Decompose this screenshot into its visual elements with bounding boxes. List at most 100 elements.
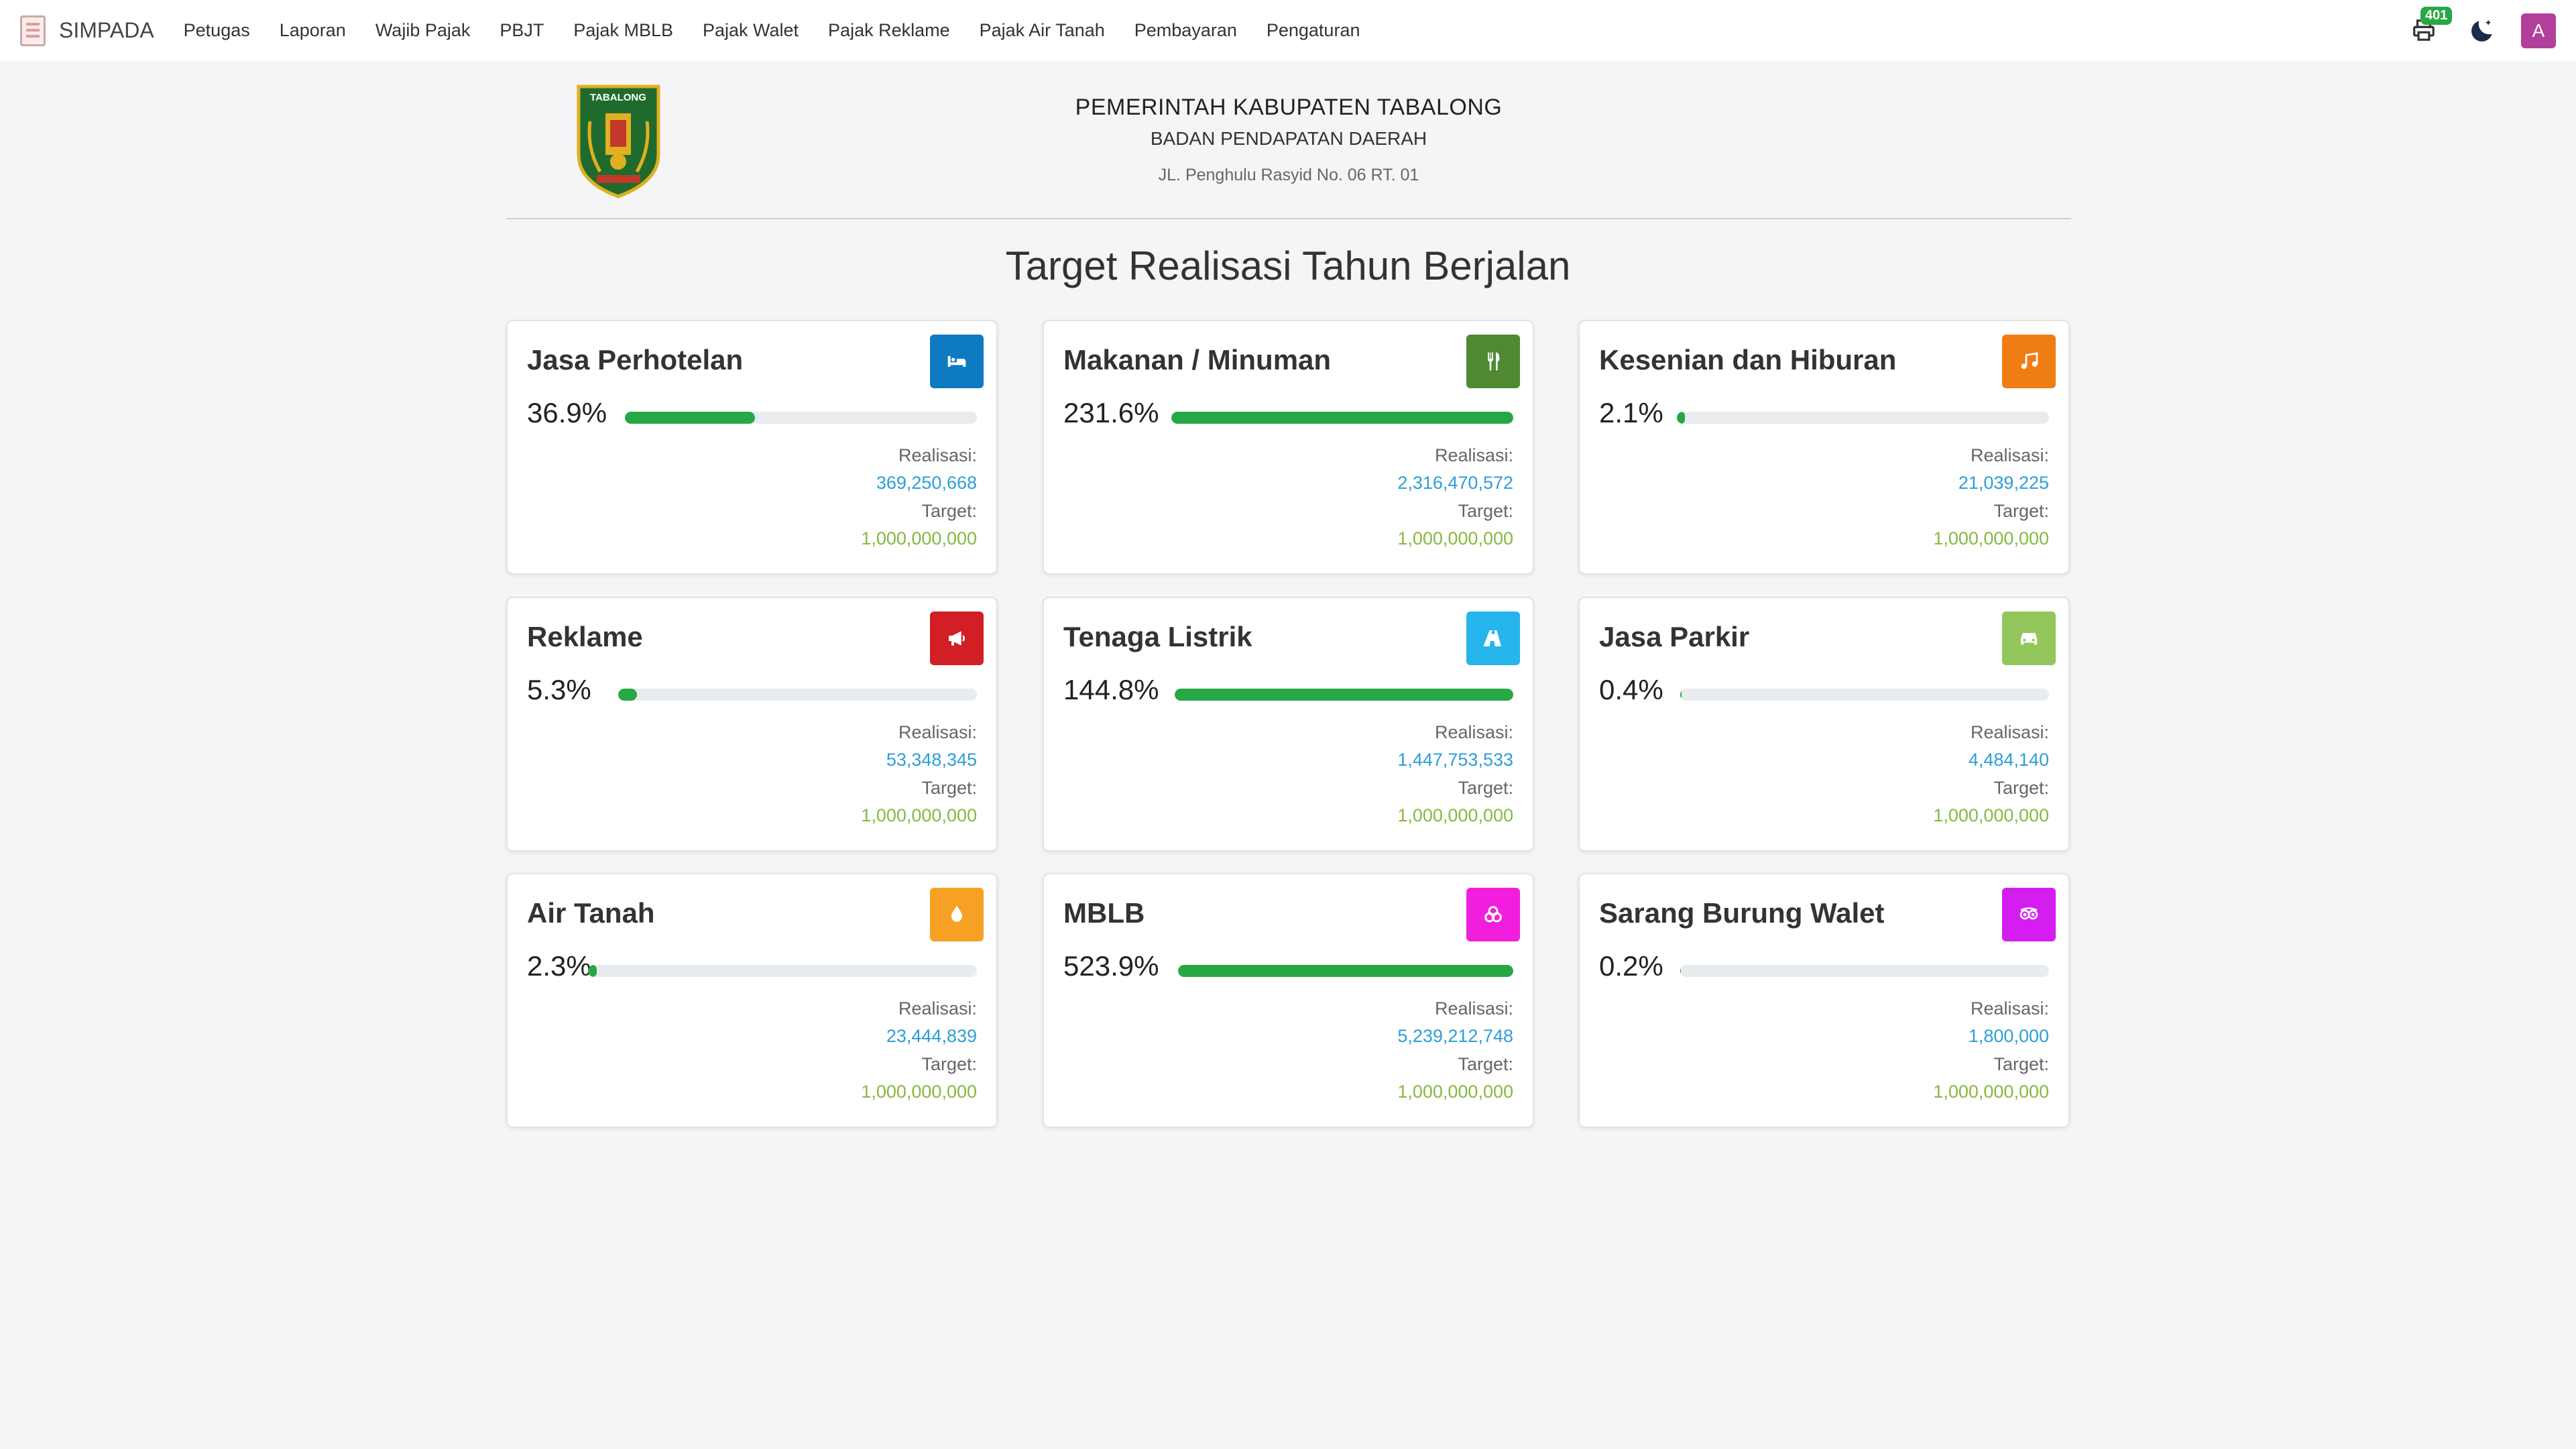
- nav-item-pajak-mblb[interactable]: Pajak MBLB: [573, 20, 673, 40]
- target-value: 1,000,000,000: [861, 805, 977, 825]
- moon-icon[interactable]: [2467, 16, 2497, 46]
- nav-item-laporan[interactable]: Laporan: [279, 20, 346, 40]
- progress-bar: [1178, 965, 1513, 977]
- realisasi-value: 1,447,753,533: [1397, 750, 1513, 770]
- tax-card-makanan-minuman[interactable]: Makanan / Minuman 231.6% Realisasi: 2,31…: [1043, 320, 1534, 575]
- target-label: Target:: [921, 501, 977, 521]
- card-icon-badge: [2002, 888, 2056, 941]
- target-label: Target:: [1458, 778, 1513, 798]
- tax-card-sarang-burung-walet[interactable]: Sarang Burung Walet 0.2% Realisasi: 1,80…: [1578, 873, 2070, 1128]
- tax-card-mblb[interactable]: MBLB 523.9% Realisasi: 5,239,212,748 Tar…: [1043, 873, 1534, 1128]
- notification-badge: 401: [2420, 6, 2453, 25]
- progress-bar: [1677, 412, 2049, 424]
- tax-card-kesenian-dan-hiburan[interactable]: Kesenian dan Hiburan 2.1% Realisasi: 21,…: [1578, 320, 2070, 575]
- nav-item-pajak-walet[interactable]: Pajak Walet: [702, 20, 799, 40]
- tabalong-crest-logo: TABALONG: [577, 84, 660, 198]
- card-icon-badge: [1466, 335, 1520, 388]
- progress-fill: [1175, 689, 1513, 701]
- nav-item-pajak-reklame[interactable]: Pajak Reklame: [828, 20, 950, 40]
- realisasi-label: Realisasi:: [1970, 998, 2049, 1019]
- target-value: 1,000,000,000: [861, 1082, 977, 1102]
- card-title: Reklame: [527, 621, 643, 652]
- letterhead: TABALONG PEMERINTAH KABUPATEN TABALONG B…: [506, 61, 2071, 219]
- tax-card-tenaga-listrik[interactable]: Tenaga Listrik 144.8% Realisasi: 1,447,7…: [1043, 597, 1534, 852]
- progress-fill: [1680, 965, 1682, 977]
- realisasi-label: Realisasi:: [898, 445, 977, 465]
- progress-bar: [1680, 689, 2049, 701]
- progress-percent: 0.2%: [1599, 950, 1663, 982]
- realisasi-value: 5,239,212,748: [1397, 1026, 1513, 1046]
- target-label: Target:: [1993, 778, 2049, 798]
- progress-percent: 5.3%: [527, 674, 591, 705]
- realisasi-label: Realisasi:: [1970, 445, 2049, 465]
- target-value: 1,000,000,000: [1933, 528, 2049, 548]
- tax-card-jasa-perhotelan[interactable]: Jasa Perhotelan 36.9% Realisasi: 369,250…: [506, 320, 998, 575]
- realisasi-value: 1,800,000: [1968, 1026, 2049, 1046]
- progress-bar: [618, 689, 977, 701]
- nav-item-pembayaran[interactable]: Pembayaran: [1134, 20, 1237, 40]
- brand-link[interactable]: SIMPADA: [20, 15, 154, 46]
- droplet-icon: [951, 905, 962, 922]
- government-name: PEMERINTAH KABUPATEN TABALONG: [1075, 95, 1503, 120]
- nav-item-pengaturan[interactable]: Pengaturan: [1266, 20, 1360, 40]
- card-title: Sarang Burung Walet: [1599, 897, 1885, 929]
- progress-bar: [1680, 965, 2049, 977]
- target-value: 1,000,000,000: [1397, 1082, 1513, 1102]
- bed-icon: [947, 356, 966, 367]
- notification-button[interactable]: 401: [2411, 6, 2453, 44]
- realisasi-value: 4,484,140: [1968, 750, 2049, 770]
- nav-item-wajib-pajak[interactable]: Wajib Pajak: [375, 20, 471, 40]
- progress-percent: 0.4%: [1599, 674, 1663, 705]
- realisasi-value: 21,039,225: [1958, 473, 2049, 493]
- megaphone-icon: [949, 631, 965, 646]
- progress-fill: [588, 965, 597, 977]
- realisasi-value: 53,348,345: [886, 750, 977, 770]
- realisasi-label: Realisasi:: [1434, 445, 1513, 465]
- target-value: 1,000,000,000: [1933, 1082, 2049, 1102]
- card-icon-badge: [1466, 612, 1520, 665]
- svg-text:TABALONG: TABALONG: [590, 92, 646, 103]
- progress-bar: [588, 965, 977, 977]
- card-title: Makanan / Minuman: [1063, 344, 1332, 375]
- progress-percent: 2.1%: [1599, 397, 1663, 428]
- card-icon-badge: [1466, 888, 1520, 941]
- target-label: Target:: [1458, 1054, 1513, 1074]
- nav-item-pbjt[interactable]: PBJT: [500, 20, 544, 40]
- nav-item-pajak-air-tanah[interactable]: Pajak Air Tanah: [979, 20, 1105, 40]
- target-value: 1,000,000,000: [1397, 528, 1513, 548]
- target-value: 1,000,000,000: [861, 528, 977, 548]
- progress-percent: 523.9%: [1063, 950, 1159, 982]
- progress-fill: [625, 412, 755, 424]
- road-icon: [1483, 630, 1501, 646]
- target-label: Target:: [921, 778, 977, 798]
- tax-card-jasa-parkir[interactable]: Jasa Parkir 0.4% Realisasi: 4,484,140 Ta…: [1578, 597, 2070, 852]
- top-navbar: SIMPADA Petugas Laporan Wajib Pajak PBJT…: [0, 0, 2576, 61]
- progress-bar: [1171, 412, 1513, 424]
- address: JL. Penghulu Rasyid No. 06 RT. 01: [1158, 166, 1419, 184]
- realisasi-label: Realisasi:: [898, 722, 977, 742]
- realisasi-label: Realisasi:: [898, 998, 977, 1019]
- music-icon: [2021, 352, 2038, 369]
- target-value: 1,000,000,000: [1397, 805, 1513, 825]
- card-icon-badge: [2002, 335, 2056, 388]
- realisasi-label: Realisasi:: [1434, 998, 1513, 1019]
- progress-percent: 231.6%: [1063, 397, 1159, 428]
- tax-card-reklame[interactable]: Reklame 5.3% Realisasi: 53,348,345 Targe…: [506, 597, 998, 852]
- realisasi-value: 23,444,839: [886, 1026, 977, 1046]
- card-icon-badge: [2002, 612, 2056, 665]
- realisasi-value: 2,316,470,572: [1397, 473, 1513, 493]
- tax-card-air-tanah[interactable]: Air Tanah 2.3% Realisasi: 23,444,839 Tar…: [506, 873, 998, 1128]
- progress-fill: [1680, 689, 1682, 701]
- target-label: Target:: [921, 1054, 977, 1074]
- card-title: Jasa Perhotelan: [527, 344, 744, 375]
- navbar-right: 401 A: [2411, 0, 2556, 61]
- card-icon-badge: [930, 335, 984, 388]
- bird-eyes-icon: [2019, 907, 2038, 920]
- realisasi-label: Realisasi:: [1434, 722, 1513, 742]
- progress-percent: 36.9%: [527, 397, 607, 428]
- card-icon-badge: [930, 612, 984, 665]
- nav-item-petugas[interactable]: Petugas: [183, 20, 250, 40]
- progress-fill: [1171, 412, 1513, 424]
- avatar[interactable]: A: [2521, 13, 2556, 48]
- target-label: Target:: [1458, 501, 1513, 521]
